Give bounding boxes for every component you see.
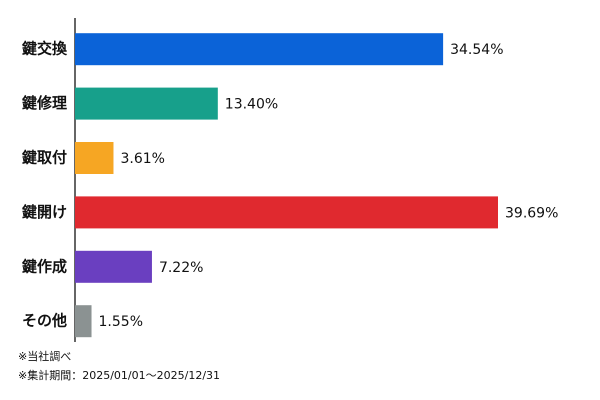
value-label: 3.61% <box>120 151 164 167</box>
y-tick-label: 鍵交換 <box>22 40 68 58</box>
bar <box>75 196 498 229</box>
y-tick-label: 鍵修理 <box>22 94 67 112</box>
bar <box>75 305 92 338</box>
value-label: 13.40% <box>225 97 278 113</box>
bar <box>75 87 218 120</box>
value-label: 34.54% <box>450 42 503 58</box>
value-label: 1.55% <box>99 314 143 330</box>
note: ※集計期間：2025/01/01～2025/12/31 <box>18 368 220 382</box>
value-label: 39.69% <box>505 205 558 221</box>
bar <box>75 250 152 283</box>
bar <box>75 33 444 66</box>
y-tick-label: 鍵開け <box>22 203 67 221</box>
y-tick-label: 鍵作成 <box>22 257 67 275</box>
y-tick-label: その他 <box>22 312 67 330</box>
y-tick-label: 鍵取付 <box>22 149 67 167</box>
bar <box>75 142 114 174</box>
note: ※当社調べ <box>18 349 71 363</box>
value-label: 7.22% <box>159 260 203 276</box>
